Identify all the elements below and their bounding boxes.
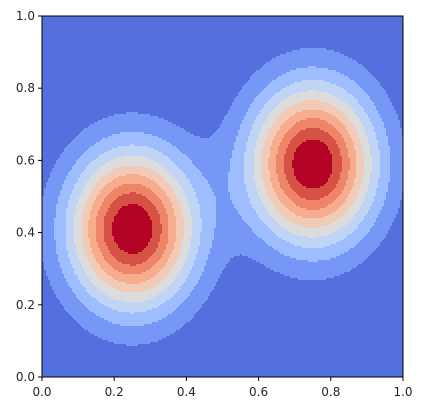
x-tick-label: 0.6	[249, 385, 268, 399]
x-axis: 0.0 0.2 0.4 0.6 0.8 1.0	[32, 377, 413, 399]
contour-band-3	[66, 80, 380, 314]
x-tick-label: 0.2	[105, 385, 124, 399]
plot-area	[42, 16, 403, 377]
contour-band-9	[112, 140, 332, 254]
contour-band-1	[42, 48, 403, 346]
y-tick-label: 0.4	[16, 226, 35, 240]
y-tick-label: 1.0	[16, 9, 35, 23]
y-tick-label: 0.2	[16, 298, 35, 312]
y-tick-label: 0.6	[16, 153, 35, 167]
contour-band-2	[54, 66, 390, 326]
x-tick-label: 1.0	[393, 385, 412, 399]
contour-band-8	[104, 128, 342, 266]
x-tick-label: 0.0	[32, 385, 51, 399]
axes-frame	[41, 15, 404, 378]
x-tick-label: 0.8	[321, 385, 340, 399]
y-axis: 0.0 0.2 0.4 0.6 0.8 1.0	[16, 9, 42, 384]
y-tick-label: 0.0	[16, 370, 35, 384]
contour-band-4	[74, 90, 372, 302]
y-tick-label: 0.8	[16, 81, 35, 95]
x-tick-label: 0.4	[177, 385, 196, 399]
